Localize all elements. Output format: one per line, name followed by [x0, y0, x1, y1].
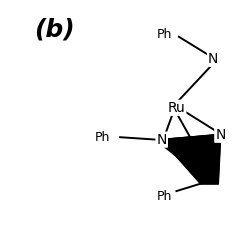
Text: Ph: Ph	[95, 131, 110, 144]
Text: Ph: Ph	[157, 189, 172, 203]
Polygon shape	[162, 135, 220, 184]
Text: N: N	[215, 128, 226, 142]
Text: Ph: Ph	[157, 28, 172, 41]
Text: (b): (b)	[34, 17, 74, 41]
Text: Ru: Ru	[168, 101, 185, 115]
Text: N: N	[157, 133, 167, 147]
Text: N: N	[208, 52, 218, 66]
